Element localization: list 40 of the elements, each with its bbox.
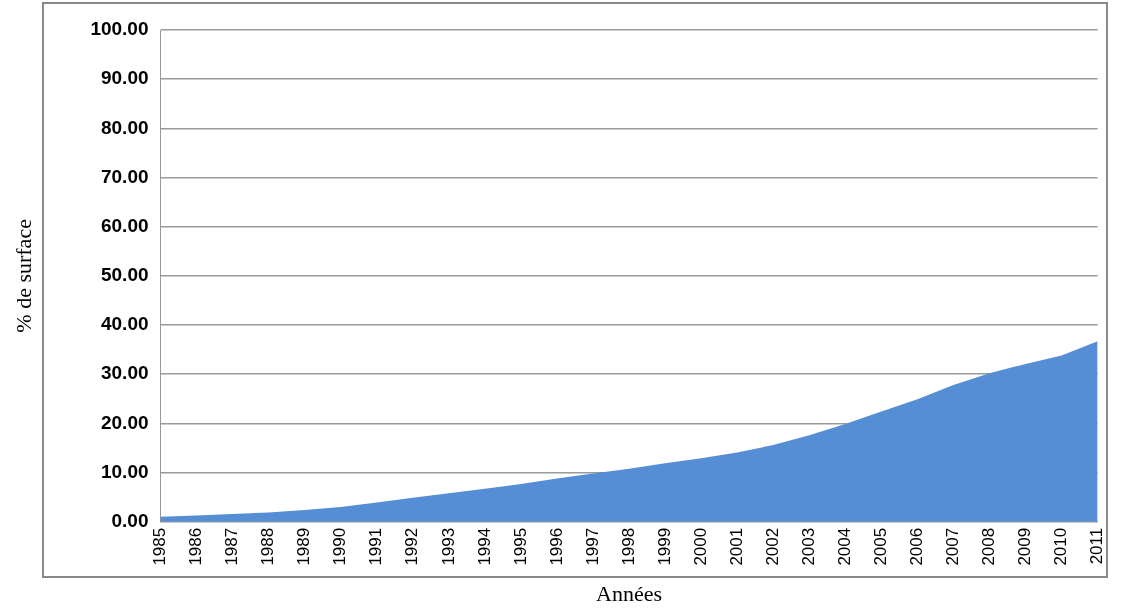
x-tick-label: 2007 [943, 527, 963, 566]
y-tick-label: 90.00 [100, 67, 149, 89]
y-tick-label: 30.00 [100, 362, 149, 384]
x-tick-label: 2001 [726, 527, 746, 566]
x-tick-label: 2000 [690, 527, 710, 566]
y-tick-label: 100.00 [90, 18, 149, 40]
y-tick-label: 50.00 [100, 264, 149, 286]
x-tick-label: 1997 [582, 527, 602, 566]
x-tick-label: 2002 [762, 527, 782, 566]
x-axis-title: Années [596, 580, 663, 606]
y-tick-label: 20.00 [100, 411, 149, 433]
x-tick-label: 2003 [798, 527, 818, 566]
x-tick-label: 1998 [618, 527, 638, 566]
y-tick-label: 60.00 [100, 214, 149, 236]
x-tick-label: 2006 [907, 527, 927, 566]
y-axis-title: % de surface [10, 219, 36, 333]
x-tick-label: 2005 [871, 527, 891, 566]
x-tick-label: 2010 [1051, 527, 1071, 566]
x-tick-label: 1990 [330, 527, 350, 566]
x-tick-label: 1988 [258, 527, 278, 566]
y-tick-label: 10.00 [100, 460, 149, 482]
y-tick-label: 0.00 [111, 510, 149, 532]
x-tick-label: 1989 [294, 527, 314, 566]
x-tick-label: 2009 [1015, 527, 1035, 566]
x-tick-label: 1999 [654, 527, 674, 566]
x-tick-label: 2004 [834, 527, 854, 566]
x-tick-label: 1993 [438, 527, 458, 566]
x-tick-label: 2008 [979, 527, 999, 566]
x-tick-label: 1986 [186, 527, 206, 566]
y-tick-label: 80.00 [100, 116, 149, 138]
x-tick-label: 1987 [222, 527, 242, 566]
x-tick-label: 1985 [150, 527, 170, 566]
x-tick-label: 1994 [474, 527, 494, 566]
x-tick-label: 2011 [1087, 527, 1107, 565]
x-tick-label: 1992 [402, 527, 422, 566]
y-tick-label: 40.00 [100, 313, 149, 335]
x-tick-label: 1991 [366, 527, 386, 566]
y-tick-label: 70.00 [100, 165, 149, 187]
x-tick-label: 1995 [510, 527, 530, 566]
x-tick-label: 1996 [546, 527, 566, 566]
